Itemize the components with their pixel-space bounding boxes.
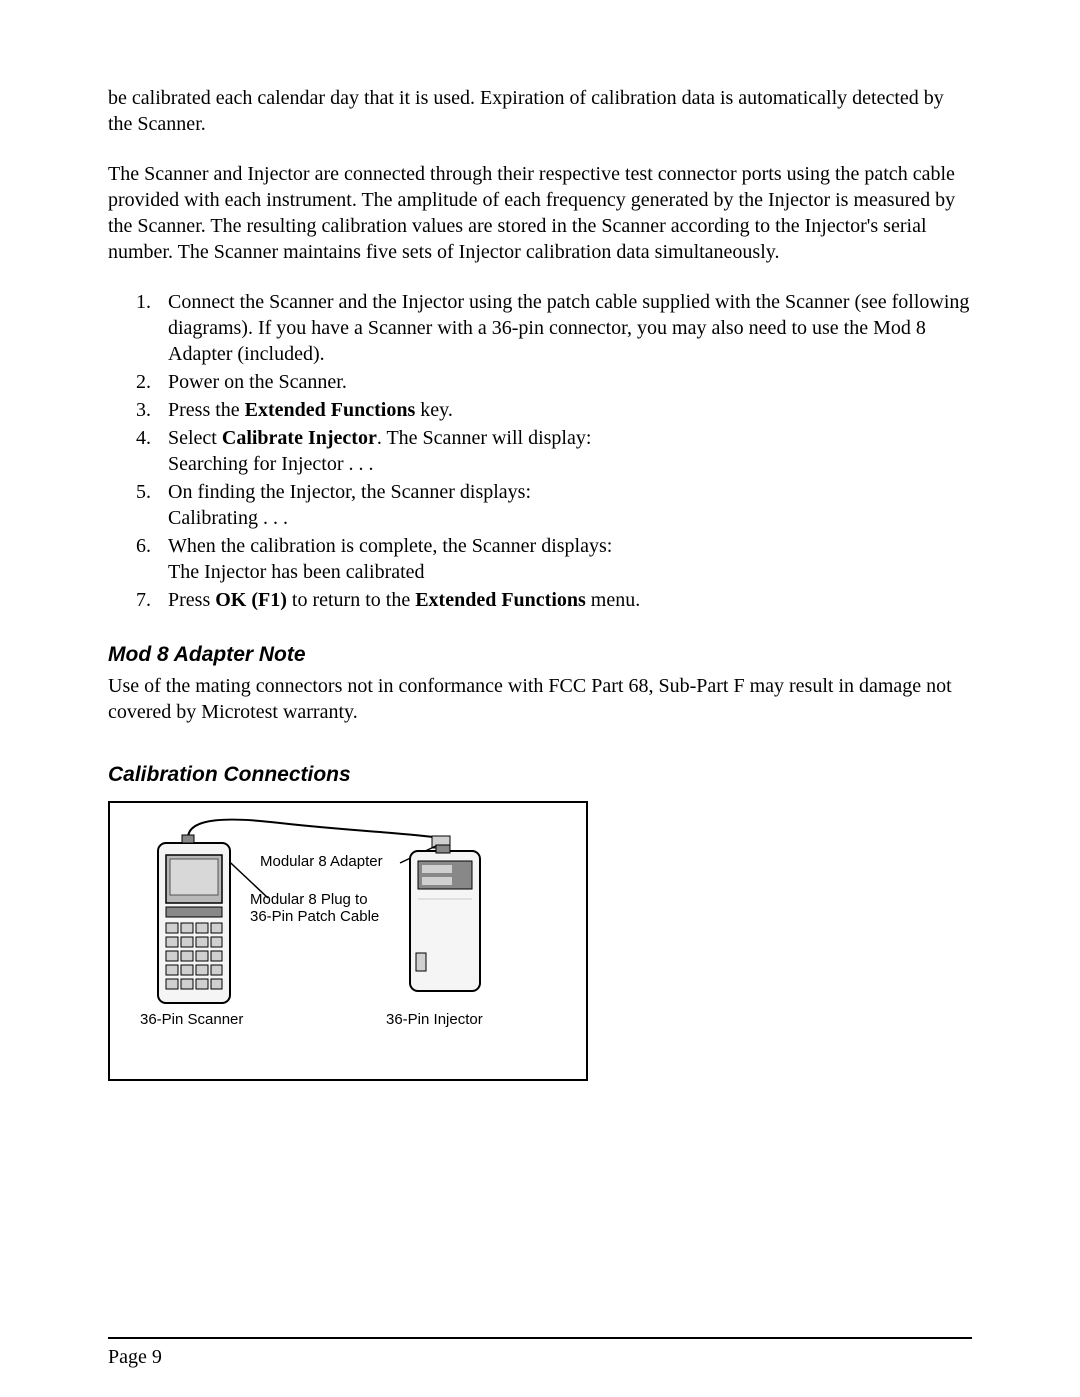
diagram-label-plug-line2: 36-Pin Patch Cable	[250, 908, 379, 925]
list-item: 4.Select Calibrate Injector. The Scanner…	[136, 425, 972, 477]
list-item: 6.When the calibration is complete, the …	[136, 533, 972, 585]
list-text: Power on the Scanner.	[168, 369, 972, 395]
diagram-label-adapter: Modular 8 Adapter	[260, 853, 383, 870]
list-text: Connect the Scanner and the Injector usi…	[168, 289, 972, 367]
list-text: When the calibration is complete, the Sc…	[168, 533, 972, 585]
paragraph-mod8: Use of the mating connectors not in conf…	[108, 673, 972, 725]
list-number: 2.	[136, 369, 168, 395]
diagram-label-injector: 36-Pin Injector	[386, 1011, 483, 1028]
page-number: Page 9	[108, 1346, 162, 1369]
list-number: 7.	[136, 587, 168, 613]
heading-calibration: Calibration Connections	[108, 763, 972, 787]
list-number: 3.	[136, 397, 168, 423]
list-item: 2.Power on the Scanner.	[136, 369, 972, 395]
list-number: 5.	[136, 479, 168, 531]
list-number: 4.	[136, 425, 168, 477]
list-item: 3.Press the Extended Functions key.	[136, 397, 972, 423]
page-content: be calibrated each calendar day that it …	[0, 0, 1080, 1081]
paragraph-2: The Scanner and Injector are connected t…	[108, 161, 972, 265]
list-text: On finding the Injector, the Scanner dis…	[168, 479, 972, 531]
footer-rule	[108, 1337, 972, 1339]
list-item: 5.On finding the Injector, the Scanner d…	[136, 479, 972, 531]
list-number: 1.	[136, 289, 168, 367]
diagram-label-scanner: 36-Pin Scanner	[140, 1011, 243, 1028]
list-item: 7.Press OK (F1) to return to the Extende…	[136, 587, 972, 613]
list-item: 1.Connect the Scanner and the Injector u…	[136, 289, 972, 367]
heading-mod8: Mod 8 Adapter Note	[108, 643, 972, 667]
list-text: Select Calibrate Injector. The Scanner w…	[168, 425, 972, 477]
list-number: 6.	[136, 533, 168, 585]
list-text: Press the Extended Functions key.	[168, 397, 972, 423]
list-text: Press OK (F1) to return to the Extended …	[168, 587, 972, 613]
numbered-list: 1.Connect the Scanner and the Injector u…	[136, 289, 972, 613]
diagram-label-plug-line1: Modular 8 Plug to	[250, 891, 368, 908]
calibration-diagram: Modular 8 Adapter Modular 8 Plug to 36-P…	[108, 801, 588, 1081]
paragraph-1: be calibrated each calendar day that it …	[108, 85, 972, 137]
